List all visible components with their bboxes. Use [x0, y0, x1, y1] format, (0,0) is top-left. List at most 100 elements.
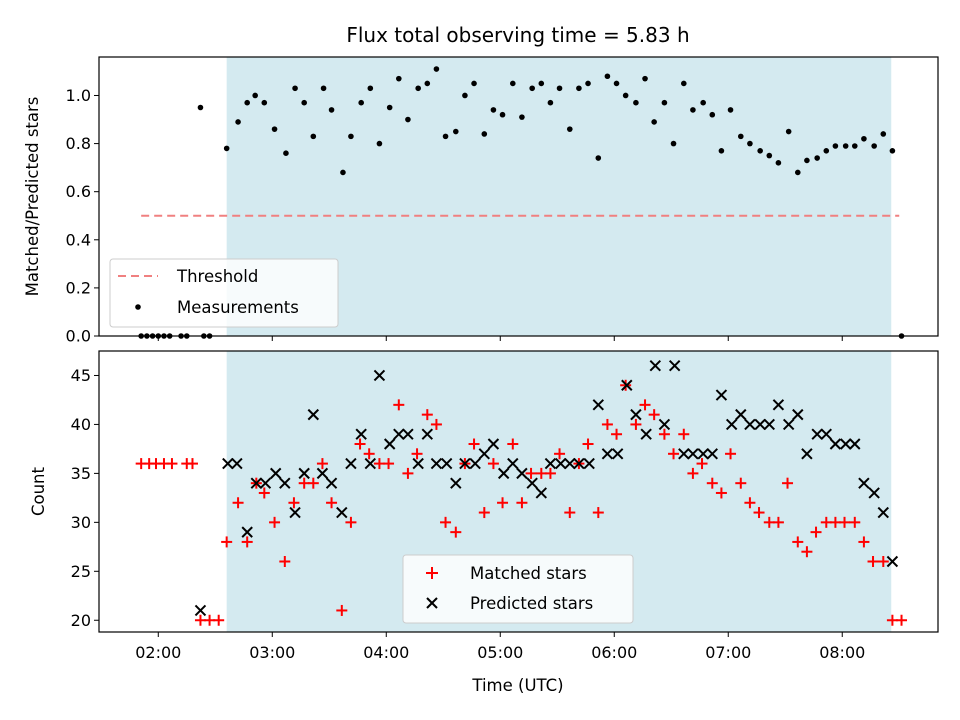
- measurement-point: [244, 99, 250, 106]
- predicted-star-marker: [231, 457, 243, 470]
- matched-star-marker: [782, 477, 794, 489]
- predicted-star-marker: [630, 408, 642, 421]
- matched-star-marker: [772, 516, 784, 528]
- predicted-star-marker: [678, 448, 690, 460]
- measurement-point: [261, 99, 268, 106]
- predicted-star-marker: [250, 477, 263, 489]
- measurement-point: [842, 143, 849, 149]
- predicted-star-marker: [697, 448, 709, 460]
- predicted-stars-points: [194, 359, 899, 617]
- matched-star-marker: [186, 458, 198, 470]
- measurement-point: [871, 143, 877, 149]
- matched-star-marker: [487, 458, 499, 470]
- predicted-star-marker: [592, 399, 605, 411]
- measurement-point: [585, 80, 591, 87]
- x-tick-label: 04:00: [363, 643, 409, 662]
- measurement-point: [700, 99, 706, 106]
- matched-star-marker: [393, 399, 405, 411]
- predicted-star-marker: [402, 428, 414, 440]
- measurement-point: [670, 140, 677, 147]
- bottom-axes-frame: [98, 350, 939, 633]
- measurement-point: [235, 119, 241, 125]
- predicted-star-marker: [383, 438, 396, 450]
- matched-star-marker: [402, 467, 414, 479]
- predicted-star-marker: [412, 457, 424, 470]
- measurement-point: [823, 148, 830, 154]
- measurement-point: [462, 92, 468, 99]
- measurement-point: [861, 135, 867, 142]
- matched-star-marker: [630, 418, 642, 430]
- matched-star-marker: [269, 516, 281, 528]
- predicted-star-marker: [801, 448, 813, 460]
- matched-star-marker: [279, 556, 291, 568]
- measurement-point: [424, 80, 431, 87]
- matched-star-marker: [497, 497, 509, 509]
- measurement-point: [757, 148, 763, 154]
- measurement-point: [595, 155, 602, 161]
- measurement-point: [471, 80, 477, 87]
- measurement-point: [718, 148, 725, 154]
- measurement-point: [271, 126, 278, 132]
- predicted-star-marker: [497, 467, 510, 480]
- measurement-point: [680, 80, 687, 87]
- matched-star-marker: [440, 516, 452, 528]
- predicted-star-marker: [325, 477, 338, 489]
- matched-star-marker: [430, 418, 442, 430]
- measurement-point: [547, 99, 554, 106]
- matched-star-marker: [411, 448, 423, 460]
- predicted-star-marker: [687, 448, 699, 460]
- top-y-axis-label: Matched/Predicted stars: [23, 97, 42, 297]
- matched-stars-points: [135, 379, 908, 626]
- matched-star-marker: [687, 467, 699, 479]
- predicted-star-marker: [583, 457, 595, 470]
- measurement-point: [814, 155, 820, 161]
- measurement-point: [376, 140, 383, 147]
- matched-star-marker: [725, 448, 737, 460]
- measurement-point: [529, 85, 535, 92]
- predicted-star-marker: [668, 359, 681, 372]
- measurement-point: [642, 75, 648, 82]
- legend-matched-swatch: [426, 567, 438, 579]
- predicted-star-marker: [469, 457, 481, 470]
- legend-predicted-label: Predicted stars: [470, 594, 593, 613]
- matched-star-marker: [345, 516, 357, 528]
- predicted-star-marker: [478, 448, 491, 460]
- matched-star-marker: [810, 526, 822, 538]
- predicted-star-marker: [715, 389, 728, 401]
- predicted-star-marker: [336, 506, 348, 519]
- matched-star-marker: [849, 516, 861, 528]
- bottom-legend: Matched stars Predicted stars: [402, 554, 634, 624]
- measurement-point: [197, 104, 204, 111]
- matched-star-marker: [744, 497, 756, 509]
- measurement-point: [252, 92, 258, 99]
- predicted-star-marker: [487, 438, 500, 450]
- measurement-point: [613, 80, 620, 87]
- matched-star-marker: [592, 507, 604, 519]
- top-y-tick-label: 0.4: [66, 230, 91, 249]
- legend-measurements-swatch: [135, 304, 141, 310]
- predicted-star-marker: [459, 457, 471, 470]
- matched-star-marker: [258, 487, 270, 499]
- chart-title: Flux total observing time = 5.83 h: [346, 23, 689, 47]
- measurement-point: [651, 119, 657, 125]
- predicted-star-marker: [640, 428, 652, 440]
- measurement-point: [223, 145, 230, 152]
- measurement-point: [794, 169, 801, 176]
- measurement-point: [433, 66, 440, 72]
- matched-star-marker: [354, 438, 366, 450]
- matched-star-marker: [213, 614, 225, 626]
- predicted-star-marker: [507, 457, 519, 470]
- predicted-star-marker: [611, 448, 624, 460]
- predicted-star-marker: [307, 408, 320, 421]
- predicted-star-marker: [782, 418, 795, 431]
- top-axes-frame: [98, 56, 939, 337]
- matched-star-marker: [544, 467, 556, 479]
- measurement-point: [358, 99, 364, 106]
- predicted-star-marker: [430, 457, 443, 470]
- measurement-point: [747, 140, 753, 147]
- predicted-star-marker: [621, 379, 633, 391]
- bottom-y-tick-label: 25: [71, 562, 91, 581]
- predicted-star-marker: [649, 359, 662, 372]
- predicted-star-marker: [450, 477, 462, 489]
